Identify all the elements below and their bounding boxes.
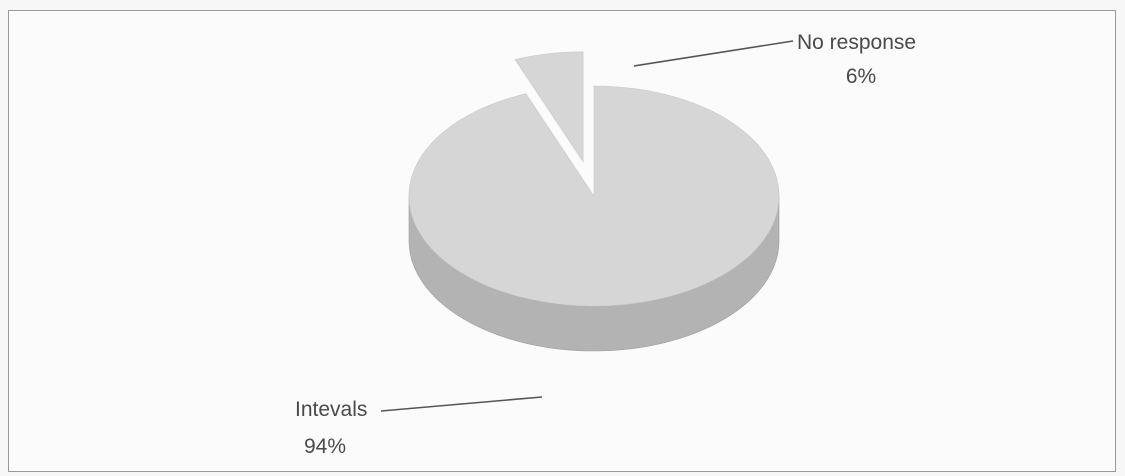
pie-chart: No response 6% Intevals 94% <box>295 31 916 458</box>
slice-value-no-response: 6% <box>846 65 876 88</box>
chart-frame: No response 6% Intevals 94% <box>8 10 1116 472</box>
slice-no-response <box>514 51 584 163</box>
slice-top-intevals <box>408 85 780 307</box>
slice-top-no-response <box>514 51 584 163</box>
slice-value-intevals: 94% <box>304 435 346 458</box>
leader-line-no-response <box>633 40 794 67</box>
slices-layer <box>408 51 780 352</box>
leader-line-intevals <box>380 396 543 412</box>
slice-intevals <box>408 85 780 352</box>
slice-label-no-response: No response <box>797 31 916 54</box>
slice-label-intevals: Intevals <box>295 398 367 421</box>
